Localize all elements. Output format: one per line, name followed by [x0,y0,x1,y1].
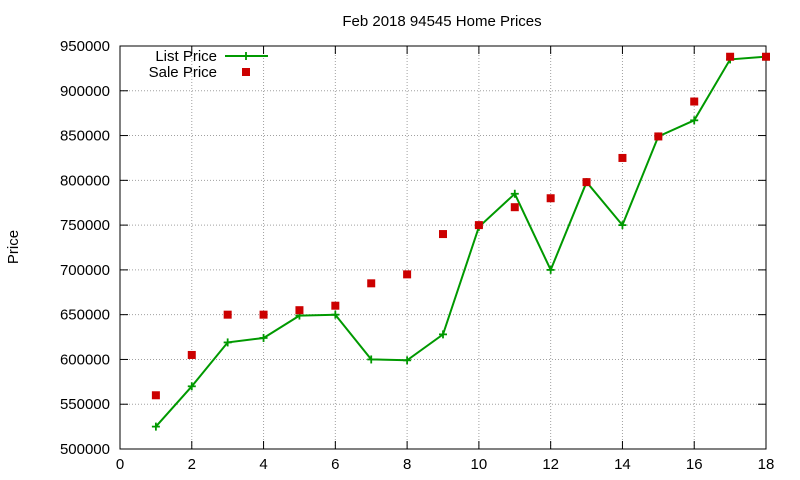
list-price-point [223,338,232,347]
y-axis-label: Price [5,230,22,264]
x-tick-label: 18 [758,456,775,473]
sale-price-point [582,178,591,187]
list-price-line [155,55,767,428]
sale-price-point [259,310,268,319]
sale-price-point [618,153,627,162]
list-price-point [331,310,340,319]
grid-lines [120,46,766,449]
legend-swatch-marker [242,52,250,60]
sale-price-point [690,97,699,106]
sale-price-point [223,310,232,319]
y-tick-label: 500000 [60,441,110,458]
list-price-point [259,333,268,342]
chart-title: Feb 2018 94545 Home Prices [342,13,541,30]
list-price-point [618,221,627,230]
sale-price-point [510,203,519,212]
y-tick-label: 550000 [60,396,110,413]
y-tick-label: 800000 [60,172,110,189]
legend-label: Sale Price [149,64,217,81]
axis-ticks: 500000 550000 600000 650000 700000 750000 8000… [60,38,774,473]
y-tick-label: 850000 [60,128,110,145]
sale-price-point [654,132,663,141]
x-tick-label: 2 [188,456,196,473]
y-tick-label: 950000 [60,38,110,55]
y-tick-label: 750000 [60,217,110,234]
list-price-point [151,422,160,431]
sale-price-point [474,221,483,230]
series-list-price [151,52,770,431]
sale-price-point [403,270,412,279]
series-layer [151,52,770,431]
plot-frame [119,45,767,450]
y-tick-label: 700000 [60,262,110,279]
list-price-point [546,265,555,274]
sale-price-point [295,306,304,315]
sale-price-point [726,52,735,61]
x-tick-label: 6 [331,456,339,473]
legend-swatch-marker [242,68,250,76]
list-price-point [403,356,412,365]
x-tick-label: 16 [686,456,703,473]
y-tick-label: 900000 [60,83,110,100]
x-tick-label: 0 [116,456,124,473]
x-tick-label: 8 [403,456,411,473]
sale-price-point [762,52,770,61]
sale-price-point [187,350,196,359]
sale-price-point [367,279,376,288]
y-tick-label: 600000 [60,351,110,368]
x-tick-label: 14 [614,456,631,473]
x-tick-label: 4 [259,456,267,473]
y-tick-label: 650000 [60,307,110,324]
sale-price-point [331,301,340,310]
list-price-point [690,116,699,125]
series-sale-price [151,52,770,400]
sale-price-point [439,230,447,239]
x-tick-label: 12 [542,456,559,473]
list-price-point [439,330,447,339]
list-price-point [510,189,519,198]
sale-price-point [151,391,160,400]
sale-price-point [546,194,555,203]
list-price-point [367,355,376,364]
list-price-point [187,382,196,391]
x-tick-label: 10 [471,456,488,473]
legend-label: List Price [155,48,217,65]
